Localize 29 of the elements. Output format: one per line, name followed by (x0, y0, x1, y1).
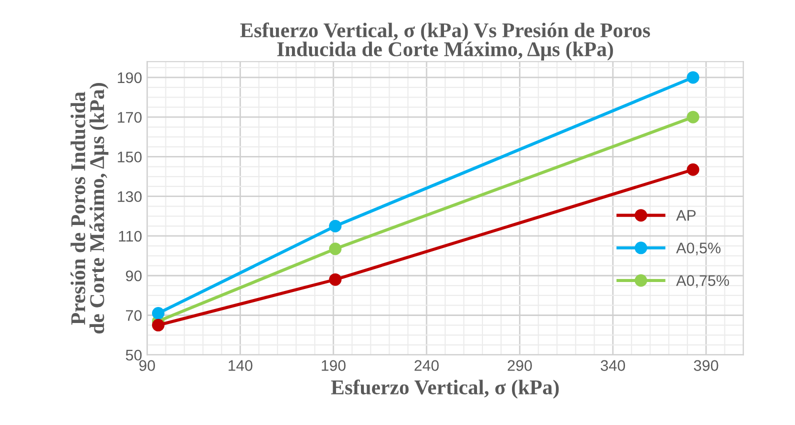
point (152, 318, 165, 332)
chart-title: Esfuerzo Vertical, σ (kPa) Vs Presión de Poros Inducida de Corte Máximo, Δμs (kPa) (240, 22, 650, 61)
y-tick-label: 70 (126, 310, 142, 321)
y-tick-label: 190 (118, 72, 142, 84)
x-tick-label: 340 (600, 360, 626, 371)
x-axis-title: Esfuerzo Vertical, σ (kPa) (331, 380, 559, 399)
x-tick-label: 240 (414, 360, 439, 371)
y-tick-label: 130 (118, 191, 142, 202)
legend-label: AP (676, 210, 696, 221)
y-tick-label: 110 (119, 230, 142, 242)
point (329, 273, 342, 286)
legend-label: A0,75% (676, 275, 730, 288)
x-tick-label: 140 (228, 360, 252, 371)
x-tick-label: 190 (322, 360, 346, 371)
point (686, 110, 700, 124)
point (686, 71, 700, 84)
y-axis-title: Presión de Poros Inducida de Corte Máximo, Δμs (kPa) (70, 83, 108, 334)
point (329, 242, 342, 256)
y-tick-label: 50 (126, 350, 142, 361)
x-tick-label: 90 (139, 360, 155, 371)
y-tick-label: 170 (118, 112, 142, 123)
point (152, 307, 165, 320)
point (329, 220, 342, 232)
legend-label: A0,5% (676, 242, 721, 256)
y-tick-label: 150 (118, 152, 142, 162)
x-tick-label: 290 (508, 360, 532, 371)
x-tick-label: 390 (694, 360, 718, 371)
y-tick-label: 90 (126, 270, 142, 282)
point (686, 163, 700, 176)
